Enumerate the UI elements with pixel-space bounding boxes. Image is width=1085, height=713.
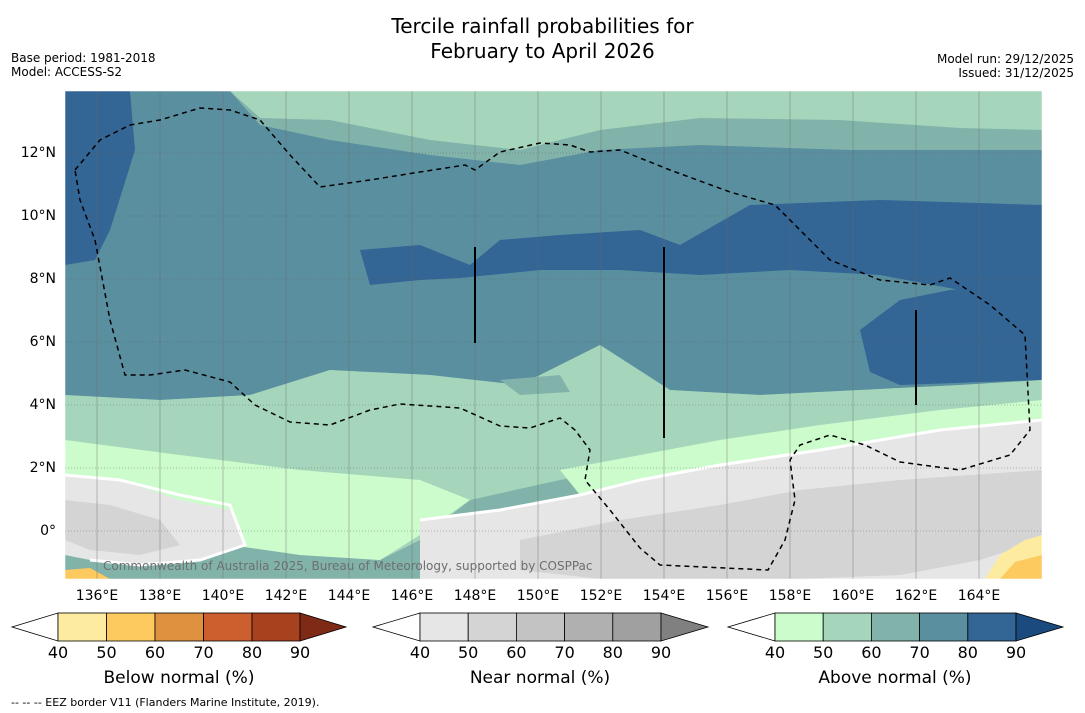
meta-left: Base period: 1981-2018 Model: ACCESS-S2 <box>11 51 156 79</box>
lon-tick-156e: 156°E <box>705 588 749 604</box>
lon-tick-158e: 158°E <box>768 588 812 604</box>
lat-tick-4n: 4°N <box>29 397 56 413</box>
lon-tick-162e: 162°E <box>894 588 938 604</box>
map-title: Tercile rainfall probabilities for Febru… <box>0 14 1085 64</box>
cb1-tick: 70 <box>193 643 214 662</box>
cb1-tick: 50 <box>96 643 117 662</box>
lon-tick-140e: 140°E <box>201 588 245 604</box>
cb1-tick: 90 <box>289 643 311 662</box>
lon-tick-164e: 164°E <box>957 588 1001 604</box>
lon-tick-154e: 154°E <box>642 588 686 604</box>
issued-date: Issued: 31/12/2025 <box>958 66 1074 80</box>
lon-tick-136e: 136°E <box>75 588 119 604</box>
cb1-tick: 40 <box>47 643 69 662</box>
above-50-band <box>65 440 470 560</box>
above-90-west <box>65 91 135 265</box>
cb2-label: Near normal (%) <box>469 668 611 688</box>
cb3-tick: 80 <box>957 643 978 662</box>
above-60-north <box>230 91 1042 150</box>
lat-tick-2n: 2°N <box>29 460 56 476</box>
above-70-patch <box>500 375 570 395</box>
cb2-tick: 40 <box>409 643 431 662</box>
cb3-tick: 70 <box>909 643 930 662</box>
colorbar-above-normal <box>726 612 1065 642</box>
title-line-1: Tercile rainfall probabilities for <box>391 14 694 38</box>
colorbar-near-normal <box>371 612 710 642</box>
below-normal-west <box>65 568 110 579</box>
colorbar-below-normal <box>10 612 348 642</box>
lat-tick-12n: 12°N <box>20 145 56 161</box>
lat-tick-8n: 8°N <box>29 271 56 287</box>
cb2-tick: 60 <box>506 643 527 662</box>
lon-tick-160e: 160°E <box>831 588 875 604</box>
lon-tick-150e: 150°E <box>516 588 560 604</box>
lat-tick-6n: 6°N <box>29 334 56 350</box>
base-period: Base period: 1981-2018 <box>11 51 156 65</box>
islands <box>474 247 917 438</box>
cb2-tick: 70 <box>554 643 575 662</box>
lon-tick-152e: 152°E <box>579 588 623 604</box>
model-name: Model: ACCESS-S2 <box>11 65 123 79</box>
cb2-tick: 90 <box>650 643 672 662</box>
lon-tick-144e: 144°E <box>327 588 371 604</box>
eez-footnote: -- -- -- EEZ border V11 (Flanders Marine… <box>11 696 320 709</box>
category-boundary <box>419 418 1042 522</box>
probability-field: Commonwealth of Australia 2025, Bureau o… <box>65 91 1042 579</box>
eez-border <box>74 107 1031 571</box>
near-normal-west-inner <box>65 500 180 555</box>
meridians <box>96 91 980 579</box>
lat-tick-0: 0° <box>40 523 56 539</box>
cb3-tick: 90 <box>1005 643 1027 662</box>
lat-tick-10n: 10°N <box>20 208 56 224</box>
near-normal-60 <box>520 470 1042 579</box>
above-90-central <box>360 200 1042 290</box>
graticule <box>65 152 1042 532</box>
cb3-tick: 40 <box>764 643 786 662</box>
cb2-tick: 50 <box>458 643 479 662</box>
cb3-tick: 60 <box>861 643 882 662</box>
map-frame <box>64 90 1043 580</box>
title-line-2: February to April 2026 <box>430 39 655 63</box>
cb3-tick: 50 <box>813 643 834 662</box>
meta-right: Model run: 29/12/2025 Issued: 31/12/2025 <box>937 52 1074 80</box>
cb1-tick: 80 <box>241 643 263 662</box>
lon-tick-146e: 146°E <box>390 588 434 604</box>
cb1-tick: 60 <box>144 643 166 662</box>
category-boundary-west <box>65 473 247 567</box>
cb2-tick: 80 <box>602 643 623 662</box>
lon-tick-142e: 142°E <box>264 588 308 604</box>
below-normal-east-inner <box>1000 555 1042 579</box>
cb3-label: Above normal (%) <box>818 668 972 688</box>
above-90-east <box>860 280 1042 385</box>
cb1-label: Below normal (%) <box>103 668 255 688</box>
attribution-text: Commonwealth of Australia 2025, Bureau o… <box>103 559 593 573</box>
lon-tick-148e: 148°E <box>453 588 497 604</box>
model-run: Model run: 29/12/2025 <box>936 52 1074 66</box>
lon-tick-138e: 138°E <box>138 588 182 604</box>
